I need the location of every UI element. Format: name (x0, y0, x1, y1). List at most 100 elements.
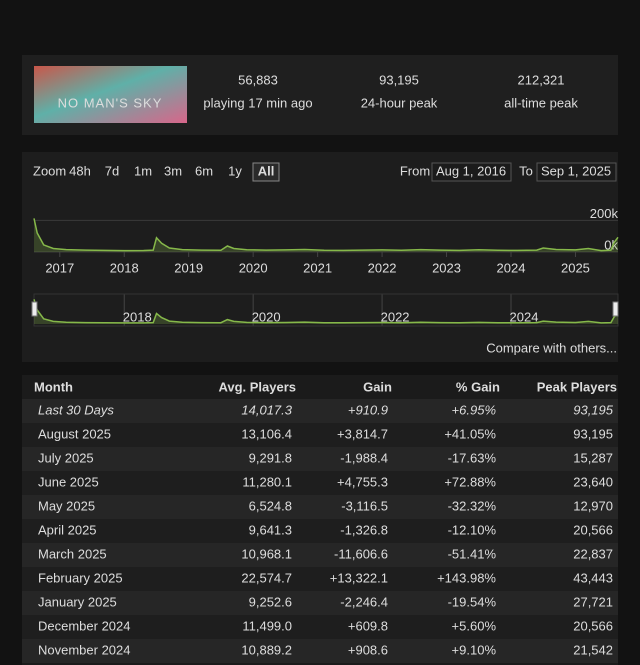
column-header: Gain (363, 379, 392, 394)
column-header: Peak Players (537, 379, 617, 394)
table-row (22, 471, 618, 495)
zoom-option[interactable]: 7d (105, 163, 119, 178)
table-cell: -2,246.4 (340, 594, 388, 609)
table-cell: 6,524.8 (249, 498, 292, 513)
navigator-handle-right[interactable] (612, 301, 619, 317)
table-cell: +13,322.1 (330, 570, 388, 585)
x-tick-label: 2017 (45, 260, 74, 275)
table-cell: July 2025 (38, 450, 94, 465)
table-cell: 93,195 (573, 426, 613, 441)
table-cell: 27,721 (573, 594, 613, 609)
table-cell: +9.10% (452, 642, 497, 657)
to-label: To (519, 163, 533, 178)
from-date[interactable]: Aug 1, 2016 (436, 163, 506, 178)
zoom-option[interactable]: 48h (69, 163, 91, 178)
table-row (22, 639, 618, 663)
table-cell: 12,970 (573, 498, 613, 513)
zoom-option[interactable]: 6m (195, 163, 213, 178)
table-cell: December 2024 (38, 618, 131, 633)
column-header: Avg. Players (218, 379, 296, 394)
x-tick-label: 2025 (561, 260, 590, 275)
table-cell: 10,889.2 (241, 642, 292, 657)
table-cell: 93,195 (573, 402, 614, 417)
table-cell: 22,574.7 (241, 570, 292, 585)
zoom-option[interactable]: 3m (164, 163, 182, 178)
stat-label: playing 17 min ago (203, 95, 312, 110)
table-cell: 15,287 (573, 450, 613, 465)
stat-label: 24-hour peak (361, 95, 438, 110)
players-line (33, 218, 619, 252)
table-cell: January 2025 (38, 594, 117, 609)
table-row (22, 495, 618, 519)
table-cell: March 2025 (38, 546, 107, 561)
table-cell: 43,443 (573, 570, 613, 585)
to-input[interactable] (536, 162, 617, 182)
table-row (22, 447, 618, 471)
x-tick-label: 2024 (497, 260, 526, 275)
x-tick-label: 2020 (239, 260, 268, 275)
table-cell: +908.6 (348, 642, 388, 657)
game-logo (34, 66, 187, 123)
table-row (22, 543, 618, 567)
stat-value: 93,195 (379, 72, 419, 87)
table-cell: -12.10% (448, 522, 497, 537)
table-cell: August 2025 (38, 426, 111, 441)
navigator-label: 2024 (510, 309, 539, 324)
table-cell: +3,814.7 (337, 426, 388, 441)
navigator-label: 2022 (381, 309, 410, 324)
y-tick-label: 200k (590, 206, 619, 221)
x-tick-label: 2019 (174, 260, 203, 275)
table-row (22, 567, 618, 591)
table-cell: 9,641.3 (249, 522, 292, 537)
table-cell: -11,606.6 (334, 546, 388, 561)
table-cell: Last 30 Days (38, 402, 114, 417)
from-label: From (400, 163, 430, 178)
table-header-row (22, 376, 618, 400)
zoom-option[interactable]: 1m (134, 163, 152, 178)
table-cell: -1,988.4 (340, 450, 388, 465)
x-tick-label: 2021 (303, 260, 332, 275)
table-cell: +41.05% (444, 426, 496, 441)
table-cell: 23,640 (573, 474, 613, 489)
table-cell: +6.95% (452, 402, 496, 417)
table-cell: 10,968.1 (241, 546, 292, 561)
x-tick-label: 2023 (432, 260, 461, 275)
table-cell: 21,542 (573, 642, 613, 657)
table-cell: +910.9 (348, 402, 388, 417)
table-cell: 9,252.6 (249, 594, 292, 609)
navigator-label: 2020 (252, 309, 281, 324)
to-date[interactable]: Sep 1, 2025 (541, 163, 611, 178)
table-cell: June 2025 (38, 474, 99, 489)
navigator-line (33, 299, 619, 324)
table-cell: +4,755.3 (337, 474, 388, 489)
table-cell: May 2025 (38, 498, 95, 513)
table-cell: 13,106.4 (241, 426, 292, 441)
column-header: % Gain (456, 379, 500, 394)
zoom-selected-box (252, 162, 280, 182)
x-tick-label: 2018 (110, 260, 139, 275)
zoom-label: Zoom (33, 163, 66, 178)
table-cell: November 2024 (38, 642, 131, 657)
navigator-handle-left[interactable] (31, 301, 38, 317)
table-row (22, 519, 618, 543)
table-cell: 11,280.1 (242, 474, 292, 489)
zoom-option[interactable]: All (258, 163, 275, 178)
x-tick-label: 2022 (368, 260, 397, 275)
table-row (22, 591, 618, 615)
from-input[interactable] (431, 162, 512, 182)
stat-value: 212,321 (518, 72, 565, 87)
table-cell: 9,291.8 (249, 450, 292, 465)
table-cell: 11,499.0 (242, 618, 292, 633)
table-cell: +609.8 (348, 618, 388, 633)
table-cell: -1,326.8 (340, 522, 388, 537)
table-row (22, 615, 618, 639)
table-cell: +72.88% (444, 474, 496, 489)
table-cell: -3,116.5 (341, 498, 388, 513)
table-cell: 22,837 (573, 546, 613, 561)
compare-link[interactable]: Compare with others... (486, 340, 617, 355)
zoom-option[interactable]: 1y (228, 163, 242, 178)
table-cell: -19.54% (448, 594, 497, 609)
table-cell: 14,017.3 (241, 402, 292, 417)
